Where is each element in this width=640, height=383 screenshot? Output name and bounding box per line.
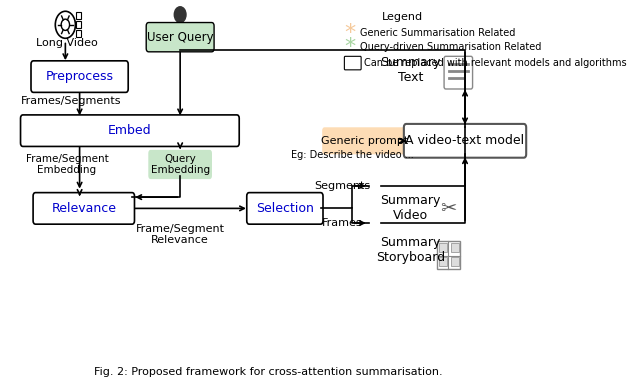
Text: Fig. 2: Proposed framework for cross-attention summarisation.: Fig. 2: Proposed framework for cross-att… [94,367,442,377]
Text: *: * [344,37,356,57]
FancyBboxPatch shape [436,241,460,269]
Text: ✂: ✂ [440,199,456,218]
Text: Summary
Video: Summary Video [380,195,441,223]
Text: Frames/Segments: Frames/Segments [21,97,122,106]
Text: Eg: Describe the video ...: Eg: Describe the video ... [291,151,413,160]
Text: Frame/Segment
Embedding: Frame/Segment Embedding [26,154,108,175]
FancyBboxPatch shape [31,61,128,92]
Text: Selection: Selection [256,202,314,215]
Text: *: * [344,23,356,43]
Circle shape [174,7,186,23]
FancyBboxPatch shape [439,257,447,266]
FancyBboxPatch shape [344,56,361,70]
FancyBboxPatch shape [76,30,81,37]
FancyBboxPatch shape [146,23,214,52]
FancyBboxPatch shape [439,243,447,252]
Text: Frame/Segment
Relevance: Frame/Segment Relevance [136,224,225,245]
Text: Relevance: Relevance [51,202,116,215]
FancyBboxPatch shape [404,124,526,158]
Text: Long Video: Long Video [36,38,98,48]
Text: Summary
Storyboard: Summary Storyboard [376,236,445,264]
FancyBboxPatch shape [148,150,212,179]
FancyBboxPatch shape [247,193,323,224]
Text: Generic prompt: Generic prompt [321,136,408,146]
Text: Embed: Embed [108,124,152,137]
Text: Query-driven Summarisation Related: Query-driven Summarisation Related [360,42,541,52]
Text: Legend: Legend [381,12,423,22]
FancyBboxPatch shape [20,115,239,146]
FancyBboxPatch shape [33,193,134,224]
FancyBboxPatch shape [76,12,81,19]
FancyBboxPatch shape [322,127,407,154]
FancyBboxPatch shape [444,56,472,89]
Text: Preprocess: Preprocess [45,70,113,83]
Text: Segments: Segments [314,181,370,191]
Text: Query
Embedding: Query Embedding [150,154,210,175]
FancyBboxPatch shape [451,257,459,266]
FancyBboxPatch shape [451,243,459,252]
Text: Generic Summarisation Related: Generic Summarisation Related [360,28,516,38]
Text: Summary
Text: Summary Text [380,56,441,84]
Text: A video-text model: A video-text model [406,134,525,147]
Text: Frames: Frames [321,218,362,228]
Text: User Query: User Query [147,31,214,44]
FancyBboxPatch shape [76,21,81,28]
Polygon shape [168,26,192,39]
Text: Can be replaced with relevant models and algorithms: Can be replaced with relevant models and… [365,58,627,68]
